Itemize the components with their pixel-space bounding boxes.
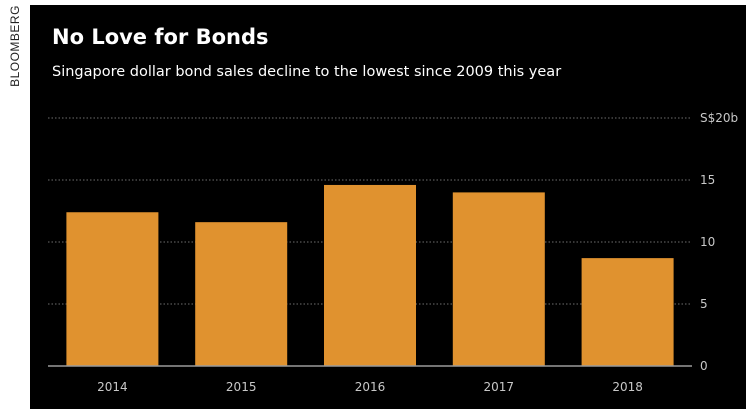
y-tick-label: 10 [700, 235, 715, 249]
x-tick-label: 2015 [226, 380, 257, 394]
y-tick-label: 0 [700, 359, 708, 373]
axes: 0 5 10 15 S$20b 2014 2015 2016 2017 2018 [48, 111, 738, 394]
bar-2015 [195, 222, 288, 366]
chart-panel: No Love for Bonds Singapore dollar bond … [30, 5, 746, 409]
bar-2016 [324, 184, 416, 366]
y-tick-label: 5 [700, 297, 708, 311]
x-tick-label: 2017 [484, 380, 515, 394]
chart-title: No Love for Bonds [52, 25, 269, 49]
chart-subtitle: Singapore dollar bond sales decline to t… [52, 64, 562, 80]
y-tick-label: S$20b [700, 111, 738, 125]
bar-2018 [581, 258, 674, 366]
x-tick-label: 2016 [355, 380, 386, 394]
bar-chart: 0 5 10 15 S$20b 2014 2015 2016 2017 2018 [48, 111, 738, 394]
bar-2017 [452, 192, 545, 366]
bar-2014 [66, 212, 159, 366]
source-credit-label: BLOOMBERG [8, 5, 22, 87]
x-tick-label: 2014 [97, 380, 128, 394]
x-tick-label: 2018 [612, 380, 643, 394]
y-tick-label: 15 [700, 173, 715, 187]
bars [66, 184, 674, 366]
source-credit: BLOOMBERG [0, 0, 30, 411]
